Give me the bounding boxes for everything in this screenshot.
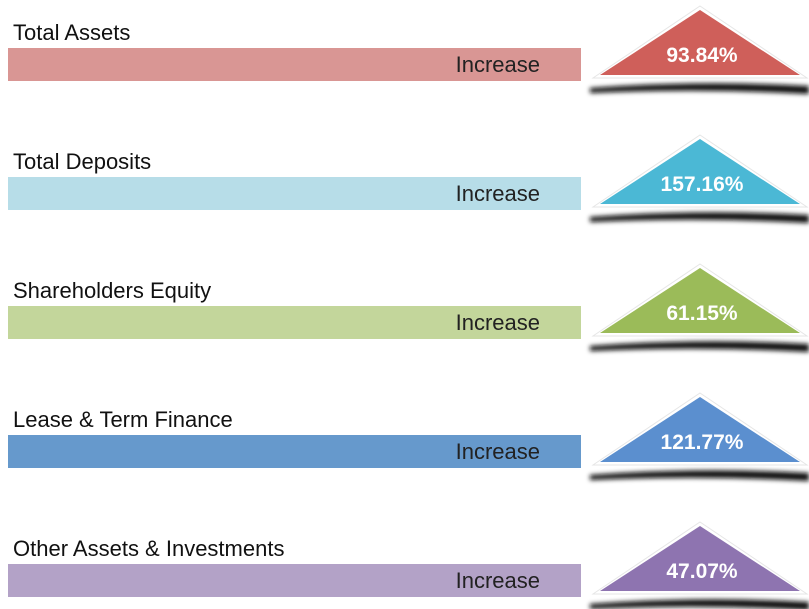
shadow	[590, 83, 809, 94]
triangle-fill	[600, 397, 800, 462]
bar	[8, 564, 581, 597]
item-label: Other Assets & Investments	[13, 536, 284, 561]
status: Increase	[456, 181, 540, 206]
status: Increase	[456, 439, 540, 464]
triangle-fill	[600, 139, 800, 204]
bar	[8, 177, 581, 210]
status: Increase	[456, 52, 540, 77]
bar	[8, 435, 581, 468]
percentage: 47.07%	[666, 560, 738, 583]
shadow	[590, 599, 809, 609]
triangle-fill	[600, 526, 800, 591]
percentage: 121.77%	[661, 431, 744, 454]
percentage: 61.15%	[666, 302, 738, 325]
shadow	[590, 470, 809, 481]
bar	[8, 48, 581, 81]
item-label: Total Deposits	[13, 149, 151, 174]
percentage: 157.16%	[661, 173, 744, 196]
percentage: 93.84%	[666, 44, 738, 67]
shadow	[590, 341, 809, 352]
status: Increase	[456, 310, 540, 335]
shadow	[590, 212, 809, 223]
status: Increase	[456, 568, 540, 593]
triangle-fill	[600, 268, 800, 333]
item-label: Total Assets	[13, 20, 130, 45]
triangle-fill	[600, 10, 800, 75]
item-label: Shareholders Equity	[13, 278, 211, 303]
bar	[8, 306, 581, 339]
item-label: Lease & Term Finance	[13, 407, 233, 432]
